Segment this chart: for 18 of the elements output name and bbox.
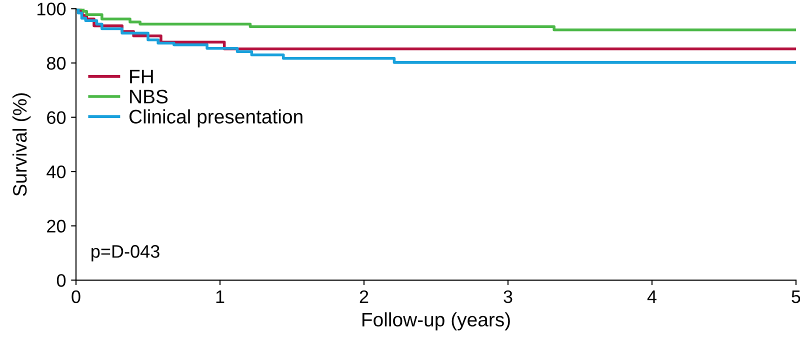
annotation: p=D-043 <box>92 245 160 262</box>
x-tick-label: 0 <box>72 290 80 304</box>
x-tick-label: 5 <box>792 290 800 304</box>
y-tick-label: 60 <box>47 111 66 124</box>
legend-label: NBS <box>130 90 168 104</box>
x-axis-title: Follow-up (years) <box>362 312 510 330</box>
y-tick-label: 80 <box>46 56 66 70</box>
legend-label: Clinical presentation <box>129 109 302 128</box>
x-tick-label: 2 <box>360 290 368 303</box>
y-tick-label: 0 <box>56 274 66 287</box>
legend-label: FH <box>130 70 153 84</box>
x-tick-label: 3 <box>504 290 512 304</box>
y-tick-label: 100 <box>38 2 66 16</box>
y-tick-label: 40 <box>46 166 66 178</box>
x-tick-label: 1 <box>216 290 224 303</box>
y-axis-title: Survival (%) <box>12 93 31 196</box>
y-tick-label: 20 <box>47 220 66 233</box>
x-tick-label: 4 <box>647 290 656 303</box>
